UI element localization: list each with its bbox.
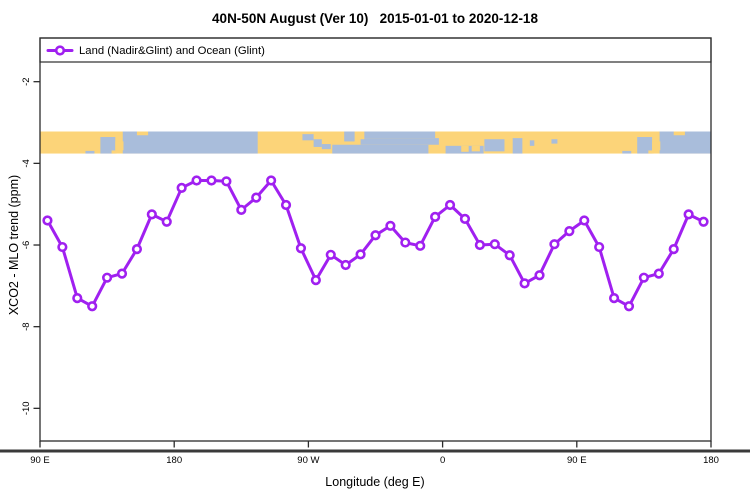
data-point-marker [519,278,530,289]
data-point-marker [385,220,396,231]
map-ocean-patch [622,150,632,154]
data-point-marker [489,239,500,250]
map-ocean-patch [344,131,355,142]
data-point-marker [370,230,381,241]
data-point-marker [161,216,172,227]
data-point-marker [668,243,679,255]
map-ocean-patch [551,139,558,144]
map-land-patch [648,150,654,154]
data-point-marker [474,239,485,251]
map-ocean-patch [360,138,439,145]
y-tick-label: -4 [21,159,32,167]
data-point-marker [430,211,441,222]
map-ocean-patch [85,150,95,154]
data-point-marker [638,272,650,283]
x-axis-title: Longitude (deg E) [325,475,425,489]
map-ocean-patch [637,137,653,154]
data-point-marker [251,192,262,203]
x-tick-label: 180 [703,455,719,466]
data-point-marker [116,268,128,279]
map-ocean-patch [512,138,523,154]
map-land-patch [115,141,124,151]
data-point-marker [191,175,202,186]
map-land-patch [652,141,661,151]
map-ocean-patch [659,131,711,154]
map-ocean-patch [363,131,436,139]
y-axis-title: XCO2 - MLO trend (ppm) [7,174,21,316]
data-point-marker [564,226,575,237]
y-tick-label: -8 [21,322,32,330]
map-ocean-patch [302,134,314,141]
data-point-marker [146,209,157,220]
x-tick-label: 90 E [567,455,587,466]
data-point-marker [608,292,620,304]
x-tick-label: 180 [166,455,182,466]
data-point-marker [176,182,187,193]
map-land-patch [673,131,685,136]
map-ocean-patch [484,139,505,152]
data-point-marker [101,272,113,283]
data-line [46,179,705,308]
data-point-marker [459,213,471,224]
data-point-marker [236,204,247,215]
data-point-marker [400,237,411,248]
data-point-marker [534,270,545,281]
map-ocean-patch [332,144,429,154]
data-point-marker [653,268,664,279]
map-ocean-patch [529,140,535,146]
legend-box [39,37,712,63]
legend-label: Land (Nadir&Glint) and Ocean (Glint) [79,44,265,57]
data-point-marker [594,241,605,253]
data-point-marker [206,175,217,186]
data-point-marker [579,215,590,226]
map-land-patch [117,131,122,141]
y-tick-label: -6 [21,241,32,249]
data-point-marker [444,199,456,211]
data-point-marker [549,239,560,250]
data-point-marker [355,249,366,260]
y-tick-label: -10 [21,401,32,415]
data-point-marker [623,301,635,312]
data-point-marker [325,249,336,260]
data-point-marker [415,240,426,251]
map-land-patch [461,145,469,152]
data-point-marker [266,175,277,186]
map-ocean-patch [100,137,116,154]
data-point-marker [72,292,83,304]
legend-marker-icon [54,45,66,56]
x-tick-label: 90 E [30,455,50,466]
data-point-marker [340,259,351,271]
chart-title: 40N-50N August (Ver 10) 2015-01-01 to 20… [212,11,538,26]
y-tick-label: -2 [21,77,32,85]
map-land-patch [136,131,149,136]
data-point-marker [295,243,307,254]
x-tick-label: 0 [440,455,445,466]
map-land-patch [654,131,659,141]
data-point-marker [698,216,709,227]
map-land-patch [111,150,117,154]
map-land-patch [355,131,365,140]
data-point-marker [280,199,292,211]
map-ocean-patch [122,131,258,154]
data-point-marker [683,209,694,220]
data-point-marker [504,250,515,261]
data-point-marker [42,215,53,226]
map-ocean-patch [321,144,331,150]
data-point-marker [131,243,143,255]
data-point-marker [310,275,321,286]
data-point-marker [57,241,68,253]
map-land-patch [471,145,480,152]
data-point-marker [87,301,98,312]
x-tick-label: 90 W [297,455,319,466]
map-ocean-patch [313,139,322,147]
data-point-marker [221,176,232,187]
